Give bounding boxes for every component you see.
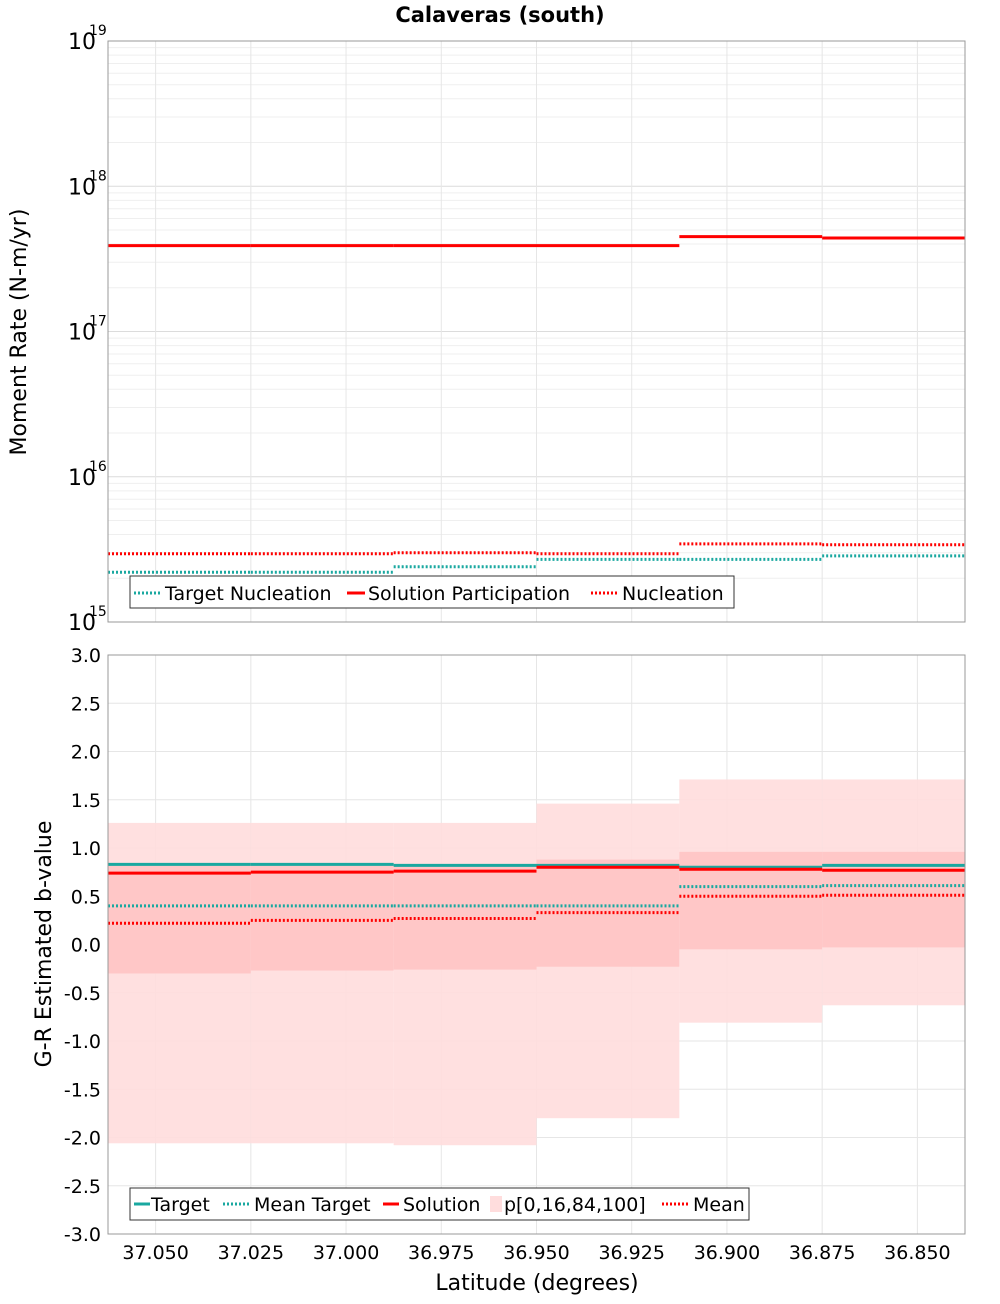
bottom-y-axis-label: G-R Estimated b-value (32, 821, 57, 1068)
y-tick-exponent: 16 (89, 459, 107, 475)
top-y-axis-label: Moment Rate (N-m/yr) (7, 209, 32, 456)
legend-label: Nucleation (622, 583, 724, 605)
legend-label: Target (150, 1194, 210, 1216)
legend-label: p[0,16,84,100] (504, 1194, 646, 1216)
x-tick-label: 37.050 (122, 1242, 188, 1264)
y-tick-label: 10 (68, 175, 96, 200)
x-tick-label: 36.850 (884, 1242, 950, 1264)
y-tick-label: 3.0 (71, 645, 101, 667)
x-tick-label: 36.950 (503, 1242, 569, 1264)
y-tick-label: -2.5 (64, 1176, 101, 1198)
y-tick-label: 2.0 (71, 742, 101, 764)
y-tick-label: -2.0 (64, 1128, 101, 1150)
y-tick-label: 0.5 (71, 886, 101, 908)
band-p16-p84 (250, 863, 394, 971)
x-tick-label: 36.875 (789, 1242, 855, 1264)
plot-frame (107, 654, 966, 1235)
legend-label: Target Nucleation (164, 583, 332, 605)
band-p16-p84 (108, 863, 251, 974)
y-tick-label: 10 (68, 30, 96, 55)
x-tick-label: 37.000 (313, 1242, 379, 1264)
legend: Target Mean Target Solution p[0,16,84,100] M… (129, 1187, 750, 1221)
b-value-panel: -3.0 -2.5 -2.0 -1.5 -1.0 -0.5 0.0 0.5 1.0 1.5 2.0 2… (64, 645, 966, 1264)
y-tick-exponent: 18 (89, 168, 107, 184)
y-tick-exponent: 17 (89, 314, 107, 330)
legend-swatch (490, 1196, 502, 1212)
band-p16-p84 (536, 859, 680, 967)
y-tick-label: 0.0 (71, 935, 101, 957)
y-tick-label: 1.0 (71, 838, 101, 860)
y-tick-label: -0.5 (64, 983, 101, 1005)
legend: Target Nucleation Solution Participation N… (129, 575, 735, 609)
legend-box (129, 1187, 750, 1221)
x-tick-label: 36.900 (694, 1242, 760, 1264)
legend-box (129, 575, 735, 609)
x-tick-label: 36.975 (408, 1242, 474, 1264)
y-tick-label: 10 (68, 611, 96, 636)
y-tick-label: -3.0 (64, 1224, 101, 1246)
band-p16-p84 (822, 851, 965, 948)
y-tick-label: 10 (68, 321, 96, 346)
y-tick-exponent: 19 (89, 23, 107, 39)
legend-label: Solution Participation (368, 583, 570, 605)
y-tick-exponent: 15 (89, 604, 107, 620)
legend-label: Mean (693, 1194, 745, 1216)
y-tick-label: -1.5 (64, 1079, 101, 1101)
x-axis-label: Latitude (degrees) (435, 1271, 638, 1296)
plot-frame (107, 40, 966, 623)
x-tick-label: 36.925 (598, 1242, 664, 1264)
legend-label: Solution (403, 1194, 480, 1216)
y-tick-label: 1.5 (71, 790, 101, 812)
band-p16-p84 (393, 865, 537, 970)
legend-label: Mean Target (254, 1194, 371, 1216)
x-tick-label: 37.025 (218, 1242, 284, 1264)
chart-title: Calaveras (south) (395, 3, 604, 27)
y-tick-label: -1.0 (64, 1031, 101, 1053)
y-tick-label: 2.5 (71, 693, 101, 715)
y-tick-label: 10 (68, 466, 96, 491)
